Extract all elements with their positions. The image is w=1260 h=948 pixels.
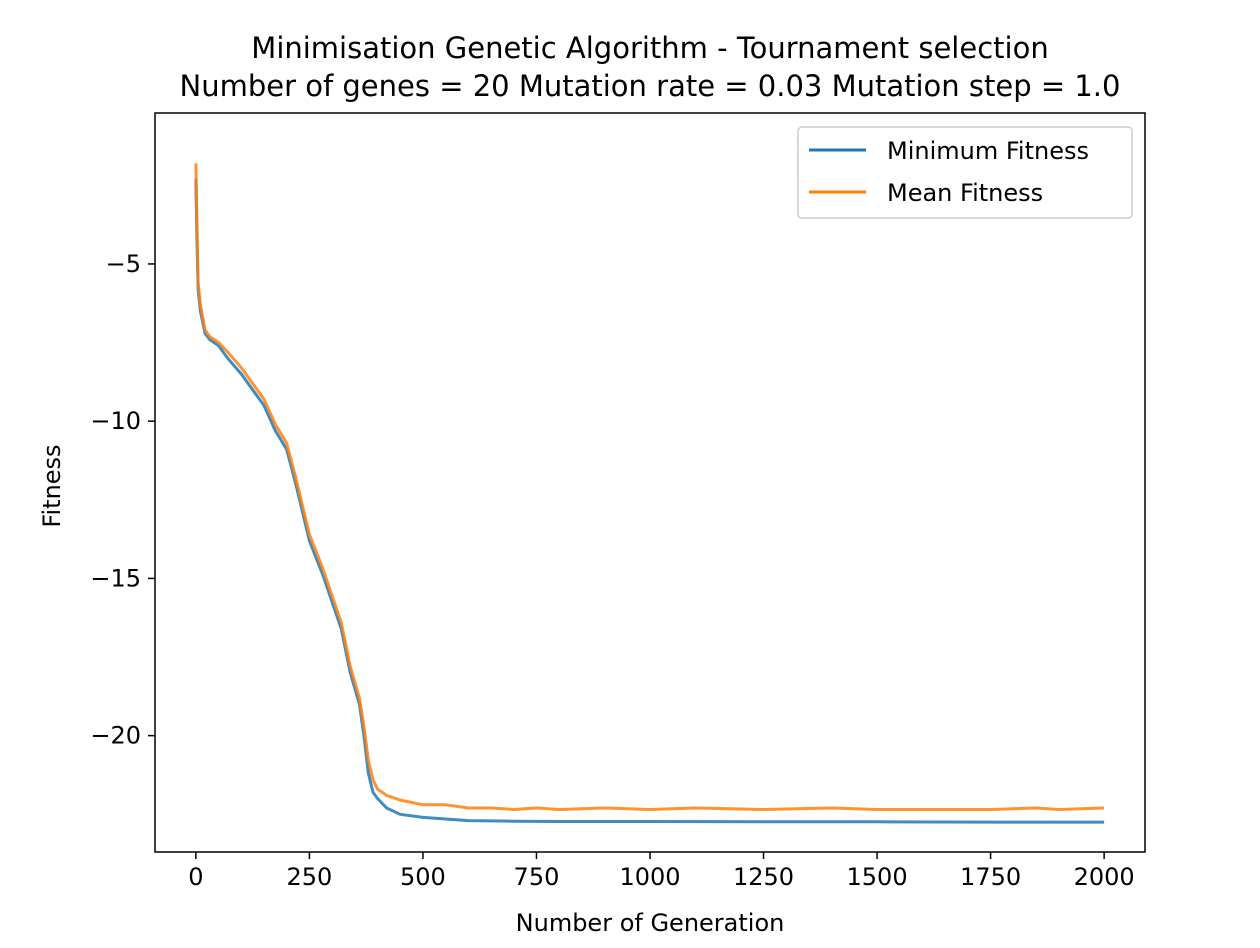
series-layer xyxy=(194,163,1105,824)
series-line-minimum-fitness xyxy=(194,178,1105,824)
y-tick-label: −20 xyxy=(90,722,141,750)
x-tick-label: 0 xyxy=(188,863,203,891)
x-tick-label: 500 xyxy=(400,863,446,891)
x-tick-label: 250 xyxy=(286,863,332,891)
x-tick-label: 1000 xyxy=(619,863,680,891)
legend: Minimum Fitness Mean Fitness xyxy=(797,126,1133,219)
legend-box xyxy=(797,126,1133,219)
x-tick-label: 750 xyxy=(514,863,560,891)
series-line-mean-fitness xyxy=(194,163,1105,811)
y-axis-label: Fitness xyxy=(38,444,66,527)
y-tick-label: −10 xyxy=(90,407,141,435)
legend-label-mean-fitness: Mean Fitness xyxy=(887,179,1043,207)
x-tick-label: 2000 xyxy=(1074,863,1135,891)
chart-subtitle: Number of genes = 20 Mutation rate = 0.0… xyxy=(180,69,1121,103)
x-axis: 0 250 500 750 1000 1250 1500 1750 2000 xyxy=(188,852,1135,891)
x-tick-label: 1750 xyxy=(960,863,1021,891)
y-tick-label: −5 xyxy=(106,250,141,278)
x-tick-label: 1500 xyxy=(847,863,908,891)
x-tick-label: 1250 xyxy=(733,863,794,891)
chart-title: Minimisation Genetic Algorithm - Tournam… xyxy=(251,31,1048,65)
y-axis: −5 −10 −15 −20 xyxy=(90,250,155,750)
legend-label-minimum-fitness: Minimum Fitness xyxy=(887,137,1089,165)
x-axis-label: Number of Generation xyxy=(516,909,785,937)
y-tick-label: −15 xyxy=(90,564,141,592)
